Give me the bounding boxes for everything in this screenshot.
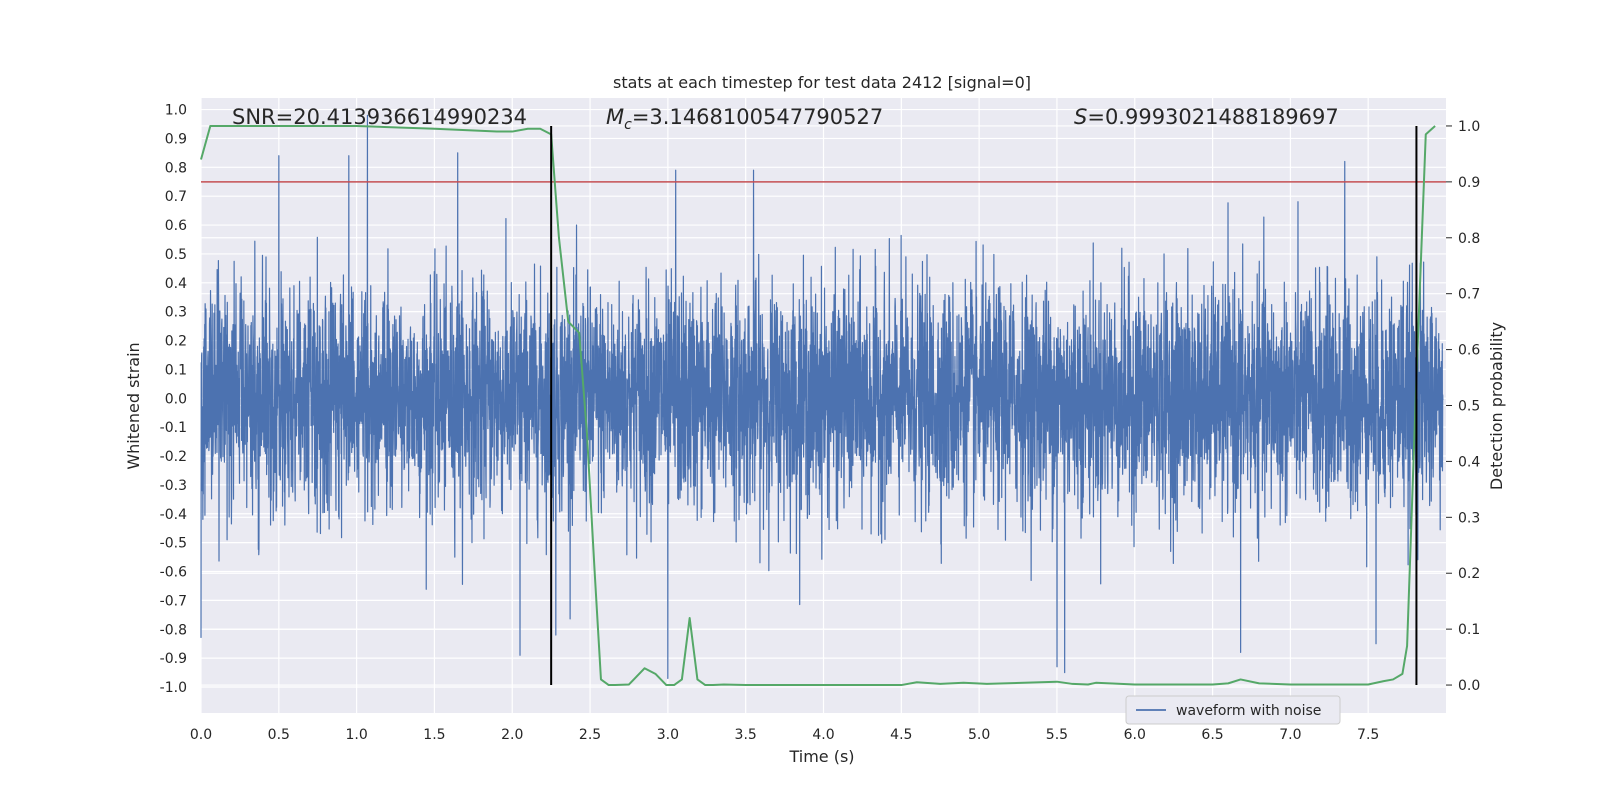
y-tick-label: 0.4: [165, 276, 187, 292]
y-tick-label: 0.8: [165, 160, 187, 176]
y-tick-label: -0.1: [160, 420, 187, 436]
x-tick-label: 4.0: [812, 727, 834, 743]
chirp-mass-stat: Mc=3.1468100547790527: [606, 105, 883, 133]
y2-tick-label: 0.0: [1458, 678, 1480, 694]
y-tick-label: 0.0: [165, 391, 187, 407]
y-tick-label: 0.5: [165, 247, 187, 263]
x-tick-label: 1.0: [345, 727, 367, 743]
y-tick-label: -0.7: [160, 593, 187, 609]
x-tick-label: 1.5: [423, 727, 445, 743]
waveform-series: [200, 114, 1444, 679]
x-tick-label: 0.0: [190, 727, 212, 743]
y-tick-label: 0.3: [165, 305, 187, 321]
y-tick-label: -0.9: [160, 651, 187, 667]
x-tick-label: 6.5: [1201, 727, 1223, 743]
x-tick-label: 4.5: [890, 727, 912, 743]
y-tick-label: -0.6: [160, 565, 187, 581]
y2-tick-label: 0.1: [1458, 622, 1480, 638]
y-tick-label: 0.1: [165, 362, 187, 378]
y2-tick-label: 0.6: [1458, 343, 1480, 359]
y2-axis-title: Detection probability: [1487, 322, 1506, 490]
y2-tick-label: 0.2: [1458, 566, 1480, 582]
chart-title: stats at each timestep for test data 241…: [613, 73, 1031, 92]
y-tick-label: -0.5: [160, 536, 187, 552]
probability-series: [200, 124, 1436, 687]
s-stat: S=0.9993021488189697: [1074, 105, 1339, 129]
legend-box: [1125, 695, 1341, 725]
snr-stat: SNR=20.413936614990234: [232, 105, 527, 129]
chirp-mass-symbol: M: [606, 105, 624, 129]
y-tick-label: -0.3: [160, 478, 187, 494]
y2-axis-ticks: 1.0 0.9 0.8 0.7 0.6 0.5 0.4 0.3 0.2 0.1 0.0: [1446, 119, 1480, 694]
x-tick-label: 2.0: [501, 727, 523, 743]
legend: waveform with noise: [1125, 695, 1341, 725]
y-tick-label: 0.2: [165, 334, 187, 350]
y-tick-label: -0.2: [160, 449, 187, 465]
y-tick-label: 0.9: [165, 131, 187, 147]
event-markers: [550, 125, 1418, 686]
y-axis-title: Whitened strain: [124, 342, 143, 469]
x-tick-label: 7.0: [1279, 727, 1301, 743]
legend-label: waveform with noise: [1176, 703, 1321, 719]
y2-tick-label: 0.9: [1458, 175, 1480, 191]
x-tick-label: 0.5: [268, 727, 290, 743]
y2-tick-label: 1.0: [1458, 119, 1480, 135]
y2-tick-label: 0.4: [1458, 454, 1480, 470]
y-tick-label: 0.7: [165, 189, 187, 205]
x-tick-label: 5.5: [1046, 727, 1068, 743]
y2-tick-label: 0.3: [1458, 510, 1480, 526]
x-tick-label: 6.0: [1124, 727, 1146, 743]
x-tick-label: 3.5: [735, 727, 757, 743]
y2-tick-label: 0.7: [1458, 287, 1480, 303]
x-axis-ticks: 0.0 0.5 1.0 1.5 2.0 2.5 3.0 3.5 4.0 4.5 5.0 5.5 6.0 6…: [190, 727, 1379, 743]
y-tick-label: -0.8: [160, 622, 187, 638]
x-tick-label: 7.5: [1357, 727, 1379, 743]
y-axis-ticks: 1.0 0.9 0.8 0.7 0.6 0.5 0.4 0.3 0.2 0.1 0.0 -0.1 -0.…: [160, 103, 187, 696]
chirp-mass-subscript: c: [624, 117, 632, 133]
x-axis-title: Time (s): [788, 747, 854, 766]
y2-tick-label: 0.5: [1458, 399, 1480, 415]
s-symbol: S: [1074, 105, 1087, 129]
y2-tick-label: 0.8: [1458, 231, 1480, 247]
waveform-line: [200, 114, 1444, 679]
y-tick-label: -1.0: [160, 680, 187, 696]
s-value: =0.9993021488189697: [1087, 105, 1338, 129]
y-tick-label: -0.4: [160, 507, 187, 523]
x-tick-label: 5.0: [968, 727, 990, 743]
y-tick-label: 1.0: [165, 103, 187, 119]
x-tick-label: 2.5: [579, 727, 601, 743]
chirp-mass-value: =3.1468100547790527: [632, 105, 883, 129]
probability-line: [200, 124, 1436, 687]
x-tick-label: 3.0: [657, 727, 679, 743]
y-tick-label: 0.6: [165, 218, 187, 234]
